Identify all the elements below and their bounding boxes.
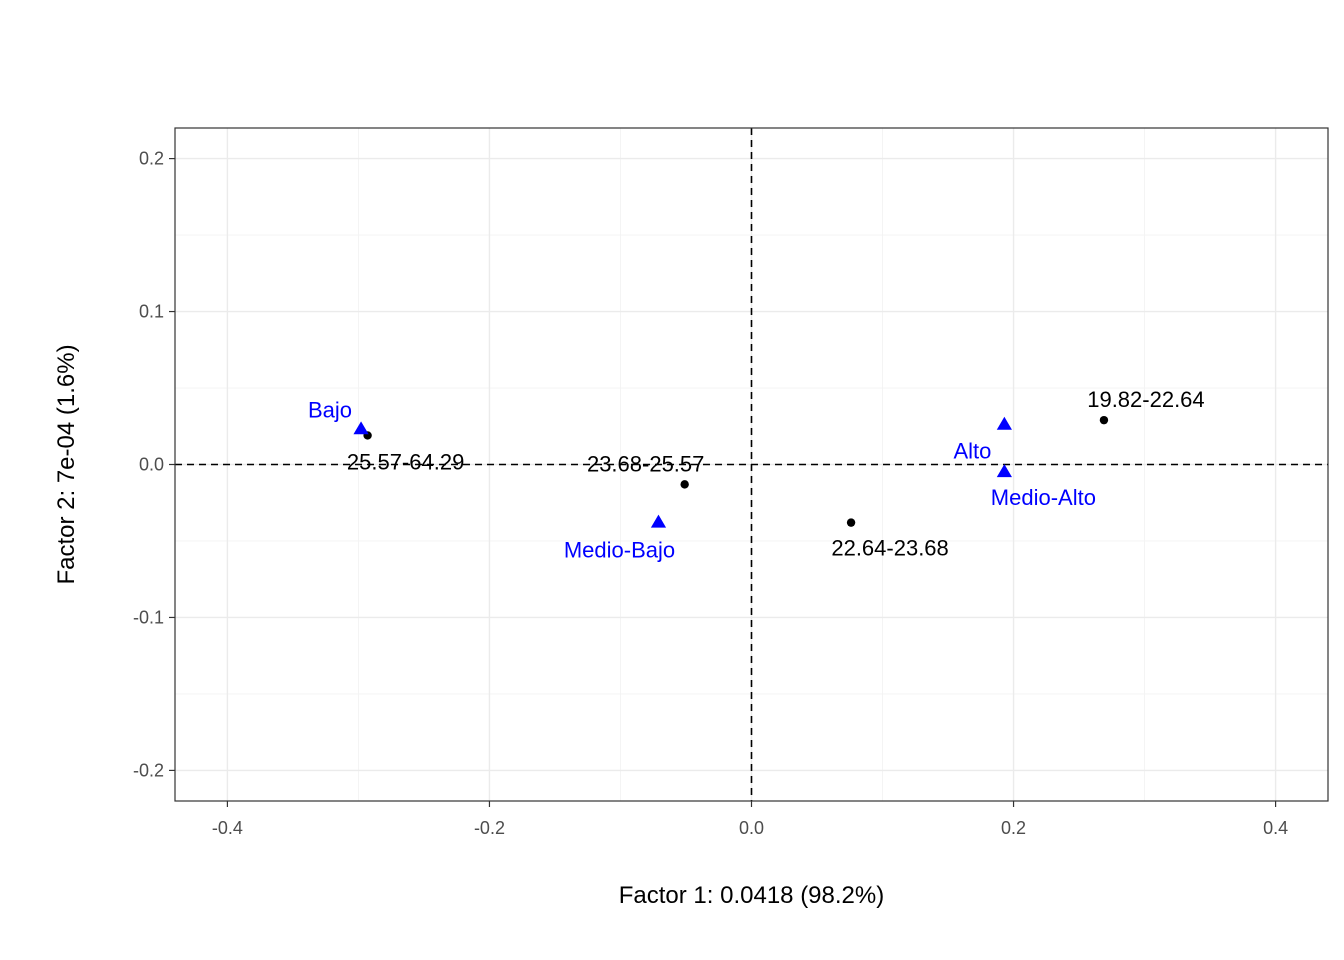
point-label: Medio-Alto [991,485,1096,510]
x-tick-label: 0.4 [1263,818,1288,838]
y-tick-label: 0.2 [139,149,164,169]
x-tick-label: -0.2 [474,818,505,838]
reference-lines [175,128,1328,801]
point-label: 25.57-64.29 [347,449,464,474]
point-marker [1099,415,1109,425]
triangle-marker [650,514,667,528]
triangle-marker [996,416,1012,430]
point-label: Medio-Bajo [564,538,675,563]
point-marker [846,518,856,527]
x-tick-label: 0.0 [739,818,764,838]
point-marker [680,480,689,489]
y-axis-title: Factor 2: 7e-04 (1.6%) [53,344,80,584]
point-label: 22.64-23.68 [831,536,948,561]
y-tick-label: 0.0 [139,455,164,475]
triangle-marker [996,464,1012,478]
x-tick-label: 0.2 [1001,818,1026,838]
point-label: Bajo [308,397,352,422]
x-tick-label: -0.4 [212,818,243,838]
y-axis: -0.2 -0.1 0.0 0.1 0.2 [133,149,175,780]
y-tick-label: -0.2 [133,760,164,780]
point-label: 23.68-25.57 [587,451,704,476]
triangle-marker [353,421,369,435]
point-label: 19.82-22.64 [1087,387,1204,412]
point-labels: 19.82-22.64 22.64-23.68 23.68-25.57 25.57-6… [308,387,1205,562]
x-axis: -0.4 -0.2 0.0 0.2 0.4 [212,801,1288,838]
point-label: Alto [953,439,991,464]
x-axis-title: Factor 1: 0.0418 (98.2%) [619,882,884,909]
y-tick-label: -0.1 [133,607,164,627]
data-points [353,415,1109,528]
y-tick-label: 0.1 [139,302,164,322]
